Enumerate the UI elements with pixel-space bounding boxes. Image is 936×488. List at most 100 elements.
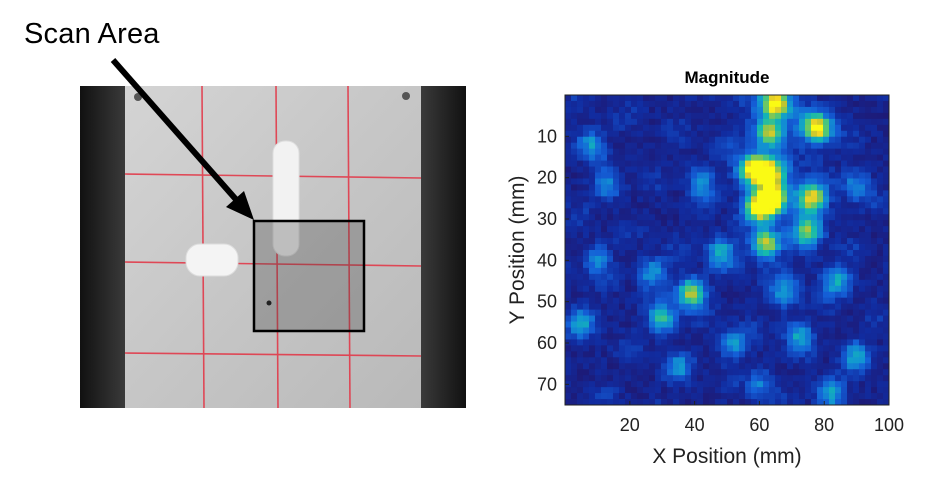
heatmap-cell xyxy=(565,267,572,275)
heatmap-cell xyxy=(565,399,572,406)
heatmap-cell xyxy=(877,291,884,299)
heatmap-cell xyxy=(667,279,674,287)
heatmap-cell xyxy=(877,202,884,209)
heatmap-cell xyxy=(685,112,692,120)
heatmap-cell xyxy=(775,351,782,358)
heatmap-cell xyxy=(883,327,890,334)
heatmap-cell xyxy=(793,160,800,167)
heatmap-cell xyxy=(799,357,806,364)
heatmap-cell xyxy=(763,303,770,311)
heatmap-cell xyxy=(571,255,578,263)
heatmap-cell xyxy=(883,232,890,239)
heatmap-cell xyxy=(781,142,788,150)
heatmap-cell xyxy=(853,106,860,114)
heatmap-cell xyxy=(793,214,800,221)
heatmap-cell xyxy=(769,387,776,394)
heatmap-cell xyxy=(799,250,806,257)
heatmap-cell xyxy=(859,148,866,156)
heatmap-cell xyxy=(721,309,728,316)
heatmap-cell xyxy=(595,327,602,334)
heatmap-cell xyxy=(799,345,806,352)
heatmap-cell xyxy=(805,142,812,150)
heatmap-cell xyxy=(811,363,818,370)
heatmap-cell xyxy=(883,285,890,293)
heatmap-cell xyxy=(685,351,692,358)
heatmap-cell xyxy=(715,387,722,394)
heatmap-cell xyxy=(685,166,692,173)
heatmap-cell xyxy=(571,273,578,281)
heatmap-cell xyxy=(607,148,614,156)
heatmap-cell xyxy=(607,130,614,138)
heatmap-cell xyxy=(745,279,752,287)
heatmap-cell xyxy=(607,178,614,185)
heatmap-cell xyxy=(865,291,872,299)
heatmap-cell xyxy=(745,315,752,322)
heatmap-cell xyxy=(685,345,692,352)
heatmap-cell xyxy=(643,130,650,138)
heatmap-cell xyxy=(781,399,788,406)
heatmap-cell xyxy=(685,238,692,245)
heatmap-cell xyxy=(649,95,656,102)
heatmap-cell xyxy=(865,393,872,400)
heatmap-cell xyxy=(883,339,890,346)
heatmap-cell xyxy=(703,279,710,287)
heatmap-cell xyxy=(601,315,608,322)
heatmap-cell xyxy=(775,226,782,233)
heatmap-cell xyxy=(661,393,668,400)
heatmap-cell xyxy=(601,244,608,251)
heatmap-cell xyxy=(787,154,794,161)
heatmap-cell xyxy=(739,345,746,352)
heatmap-cell xyxy=(799,261,806,269)
heatmap-cell xyxy=(619,148,626,156)
heatmap-cell xyxy=(565,351,572,358)
heatmap-cell xyxy=(673,387,680,394)
heatmap-cell xyxy=(871,381,878,388)
heatmap-cell xyxy=(697,95,704,102)
heatmap-cell xyxy=(727,202,734,209)
heatmap-cell xyxy=(847,393,854,400)
heatmap-cell xyxy=(607,297,614,305)
heatmap-cell xyxy=(685,279,692,287)
heatmap-cell xyxy=(721,118,728,126)
heatmap-cell xyxy=(817,136,824,144)
heatmap-cell xyxy=(625,220,632,227)
heatmap-cell xyxy=(619,393,626,400)
heatmap-cell xyxy=(601,339,608,346)
heatmap-cell xyxy=(613,381,620,388)
heatmap-cell xyxy=(715,166,722,173)
heatmap-cell xyxy=(607,154,614,161)
heatmap-cell xyxy=(637,172,644,179)
heatmap-cell xyxy=(607,226,614,233)
heatmap-cell xyxy=(595,321,602,328)
heatmap-cell xyxy=(691,244,698,251)
heatmap-cell xyxy=(577,238,584,245)
heatmap-cell xyxy=(697,393,704,400)
heatmap-cell xyxy=(637,309,644,316)
heatmap-cell xyxy=(571,154,578,161)
heatmap-cell xyxy=(613,399,620,406)
heatmap-cell xyxy=(733,106,740,114)
heatmap-cell xyxy=(799,244,806,251)
heatmap-cell xyxy=(595,393,602,400)
heatmap-cell xyxy=(571,238,578,245)
heatmap-cell xyxy=(751,309,758,316)
heatmap-cell xyxy=(703,297,710,305)
heatmap-cell xyxy=(565,285,572,293)
heatmap-cell xyxy=(823,273,830,281)
heatmap-cell xyxy=(787,309,794,316)
heatmap-cell xyxy=(625,112,632,120)
heatmap-cell xyxy=(799,95,806,102)
heatmap-cell xyxy=(577,244,584,251)
heatmap-cell xyxy=(871,309,878,316)
heatmap-cell xyxy=(679,339,686,346)
heatmap-cell xyxy=(655,100,662,108)
heatmap-cell xyxy=(847,238,854,245)
heatmap-cell xyxy=(583,369,590,376)
heatmap-cell xyxy=(751,112,758,120)
heatmap-cell xyxy=(805,166,812,173)
heatmap-cell xyxy=(565,327,572,334)
heatmap-cell xyxy=(631,309,638,316)
heatmap-cell xyxy=(799,303,806,311)
heatmap-cell xyxy=(841,184,848,191)
heatmap-cell xyxy=(625,202,632,209)
